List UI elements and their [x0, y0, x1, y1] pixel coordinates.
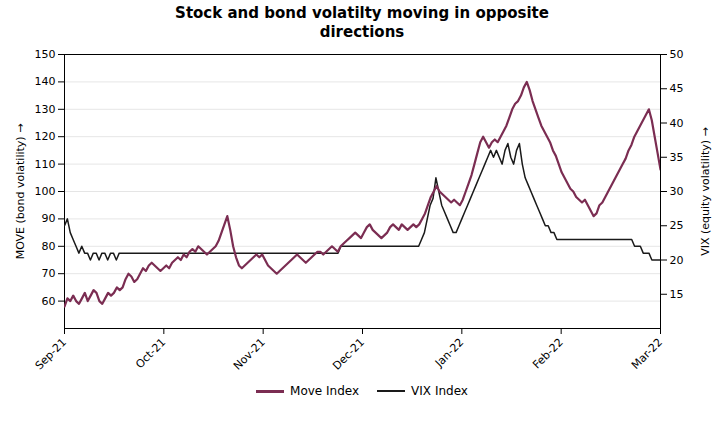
svg-text:35: 35: [670, 151, 684, 164]
svg-text:90: 90: [42, 212, 56, 225]
svg-text:120: 120: [35, 130, 56, 143]
html-text:Stock and bond volatilty movin: Stock and bond volatilty moving in oppos…: [175, 4, 549, 41]
svg-text:30: 30: [670, 185, 684, 198]
svg-text:80: 80: [42, 240, 56, 253]
svg-text:VIX (equity volatility) →: VIX (equity volatility) →: [699, 127, 712, 256]
svg-text:45: 45: [670, 82, 684, 95]
svg-text:Feb-22: Feb-22: [530, 336, 566, 372]
html-text:VIX Index: VIX Index: [411, 384, 468, 398]
svg-text:130: 130: [35, 103, 56, 116]
svg-text:20: 20: [670, 254, 684, 267]
html-text:Move Index: Move Index: [290, 384, 360, 398]
svg-text:150: 150: [35, 48, 56, 61]
svg-text:15: 15: [670, 288, 684, 301]
svg-text:110: 110: [35, 158, 56, 171]
svg-text:MOVE (bond volatility) →: MOVE (bond volatility) →: [14, 124, 27, 260]
svg-text:70: 70: [42, 267, 56, 280]
svg-text:Jan-22: Jan-22: [432, 336, 467, 371]
svg-text:100: 100: [35, 185, 56, 198]
svg-text:Nov-21: Nov-21: [231, 336, 268, 373]
svg-text:Mar-22: Mar-22: [629, 336, 665, 372]
svg-text:140: 140: [35, 75, 56, 88]
svg-text:40: 40: [670, 117, 684, 130]
svg-text:60: 60: [42, 295, 56, 308]
svg-text:25: 25: [670, 219, 684, 232]
svg-text:50: 50: [670, 48, 684, 61]
svg-text:Dec-21: Dec-21: [330, 336, 367, 373]
svg-text:Oct-21: Oct-21: [133, 336, 168, 371]
svg-text:Sep-21: Sep-21: [33, 336, 70, 373]
